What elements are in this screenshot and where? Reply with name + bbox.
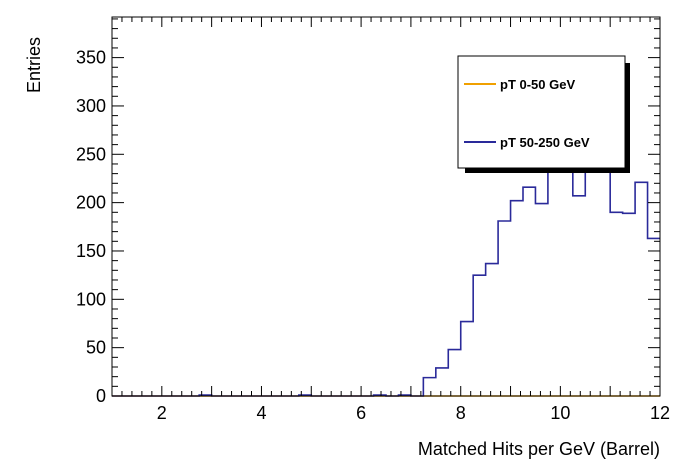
legend-label-1: pT 50-250 GeV	[500, 135, 590, 150]
legend: pT 0-50 GeV pT 50-250 GeV	[457, 55, 630, 173]
x-tick-label: 10	[550, 403, 570, 423]
axes: 2 4 6 8 10 12 0 50 100 150 200 250 300 350	[76, 16, 670, 423]
y-tick-label: 150	[76, 241, 106, 261]
y-tick-label: 50	[86, 338, 106, 358]
x-tick-label: 12	[650, 403, 670, 423]
x-tick-label: 4	[256, 403, 266, 423]
plot-area	[112, 151, 660, 397]
series-line-1	[112, 151, 660, 397]
plot-frame	[111, 16, 661, 397]
legend-label-0: pT 0-50 GeV	[500, 77, 575, 92]
legend-box	[457, 55, 626, 169]
x-tick-label: 8	[456, 403, 466, 423]
y-tick-label: 200	[76, 193, 106, 213]
y-axis-title: Entries	[24, 37, 44, 93]
y-tick-label: 0	[96, 386, 106, 406]
y-tick-label: 250	[76, 144, 106, 164]
y-tick-label: 100	[76, 289, 106, 309]
y-tick-label: 300	[76, 96, 106, 116]
y-tick-label: 350	[76, 48, 106, 68]
x-tick-label: 2	[157, 403, 167, 423]
x-tick-label: 6	[356, 403, 366, 423]
x-axis-title: Matched Hits per GeV (Barrel)	[418, 439, 660, 459]
